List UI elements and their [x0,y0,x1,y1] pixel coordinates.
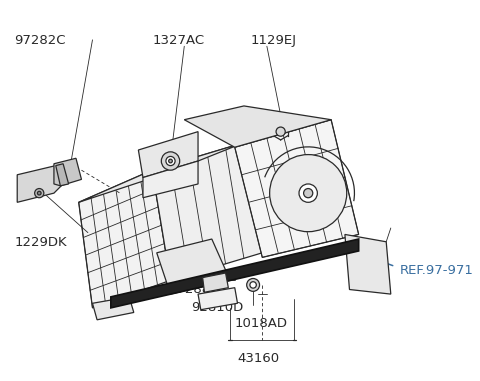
Polygon shape [203,273,228,292]
Polygon shape [17,166,63,202]
Polygon shape [198,288,238,310]
Polygon shape [56,164,69,186]
Circle shape [303,189,313,198]
Polygon shape [138,132,198,178]
Polygon shape [54,158,82,186]
Text: 43160: 43160 [238,352,280,365]
Polygon shape [111,239,359,308]
Circle shape [161,152,180,170]
Circle shape [37,191,41,195]
Circle shape [250,282,256,288]
Circle shape [35,189,44,198]
Polygon shape [157,239,230,294]
Polygon shape [345,234,391,294]
Text: 1327AC: 1327AC [152,34,204,47]
Text: 1229DK: 1229DK [14,236,67,249]
Polygon shape [143,161,198,198]
Circle shape [166,157,175,166]
Polygon shape [93,297,134,320]
Text: REF.97-971: REF.97-971 [400,264,474,277]
Text: 92810D: 92810D [192,301,244,314]
Circle shape [270,155,347,232]
Circle shape [168,159,172,163]
Text: 1018AD: 1018AD [235,317,288,330]
Text: 1129EJ: 1129EJ [251,34,296,47]
Polygon shape [79,170,170,308]
Polygon shape [184,106,331,147]
Circle shape [276,127,285,136]
Circle shape [247,279,260,291]
Text: 97282C: 97282C [14,34,66,47]
Circle shape [299,184,317,202]
Polygon shape [235,120,359,258]
Text: 97288B: 97288B [168,283,219,296]
Polygon shape [152,142,262,280]
Polygon shape [79,142,244,202]
